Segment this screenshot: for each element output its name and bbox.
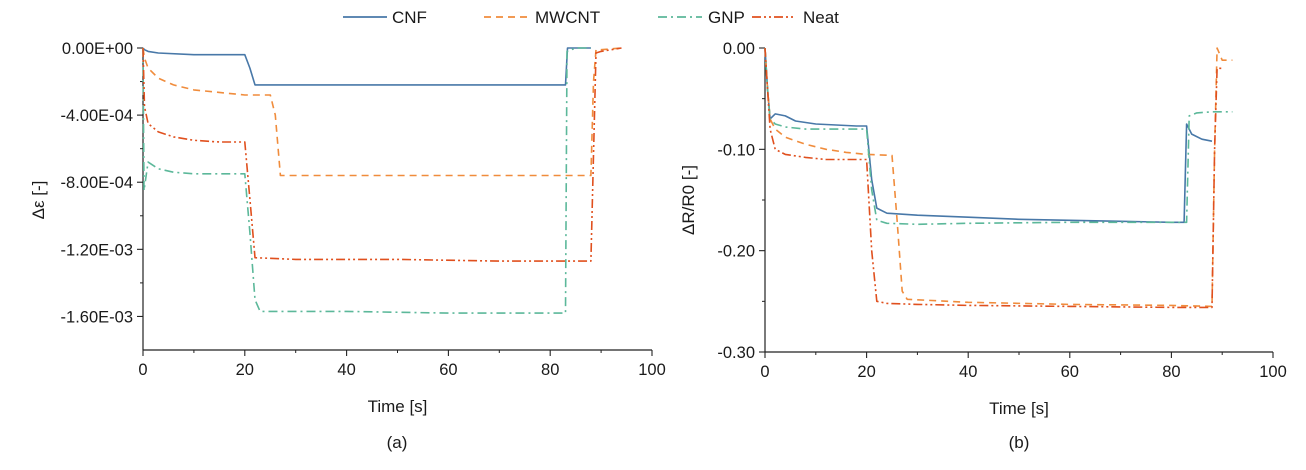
y-tick-label: -1.60E-03 bbox=[61, 308, 133, 326]
series-line-cnf bbox=[142, 47, 591, 86]
y-tick-label: 0.00E+00 bbox=[62, 40, 133, 58]
series-line-mwcnt bbox=[142, 47, 622, 177]
y-tick-label: -4.00E-04 bbox=[61, 107, 133, 125]
legend-label-cnf: CNF bbox=[392, 8, 427, 27]
x-axis-title: Time [s] bbox=[989, 399, 1049, 418]
y-tick-label: -8.00E-04 bbox=[61, 174, 133, 192]
x-axis-title: Time [s] bbox=[368, 397, 428, 416]
legend-label-gnp: GNP bbox=[708, 8, 745, 27]
y-axis-title: ΔR/R0 [-] bbox=[679, 165, 698, 235]
series-line-gnp bbox=[764, 47, 1233, 226]
x-tick-label: 60 bbox=[1061, 363, 1079, 381]
legend-label-neat: Neat bbox=[803, 8, 839, 27]
legend: CNF MWCNT GNP Neat bbox=[343, 8, 839, 27]
x-tick-label: 80 bbox=[541, 361, 559, 379]
x-tick-label: 20 bbox=[236, 361, 254, 379]
x-tick-label: 40 bbox=[337, 361, 355, 379]
series-line-neat bbox=[764, 47, 1223, 309]
x-tick-label: 100 bbox=[638, 361, 666, 379]
x-tick-label: 20 bbox=[857, 363, 875, 381]
x-tick-label: 80 bbox=[1162, 363, 1180, 381]
y-tick-label: -0.20 bbox=[717, 243, 755, 261]
series-line-gnp bbox=[142, 47, 591, 314]
y-tick-label: -0.10 bbox=[717, 141, 755, 159]
x-tick-label: 100 bbox=[1259, 363, 1287, 381]
x-tick-label: 0 bbox=[138, 361, 147, 379]
series-line-neat bbox=[142, 47, 622, 262]
panel-label: (b) bbox=[1009, 433, 1030, 452]
y-tick-label: 0.00 bbox=[723, 40, 755, 58]
chart-panel-a: 0 20 40 60 80 100 0.00E+00 -4.00E-04 -8.00E-04 -1… bbox=[29, 40, 666, 452]
y-tick-label: -0.30 bbox=[717, 344, 755, 362]
x-tick-label: 0 bbox=[760, 363, 769, 381]
series-line-mwcnt bbox=[764, 47, 1233, 308]
chart-panel-b: 0 20 40 60 80 100 0.00 -0.10 -0.20 -0.30 Time [s] Δ… bbox=[679, 40, 1287, 452]
panel-label: (a) bbox=[387, 433, 408, 452]
legend-label-mwcnt: MWCNT bbox=[535, 8, 600, 27]
x-tick-label: 60 bbox=[439, 361, 457, 379]
series-line-cnf bbox=[764, 47, 1213, 224]
x-tick-label: 40 bbox=[959, 363, 977, 381]
y-axis-title: Δε [-] bbox=[29, 181, 48, 220]
y-tick-label: -1.20E-03 bbox=[61, 241, 133, 259]
